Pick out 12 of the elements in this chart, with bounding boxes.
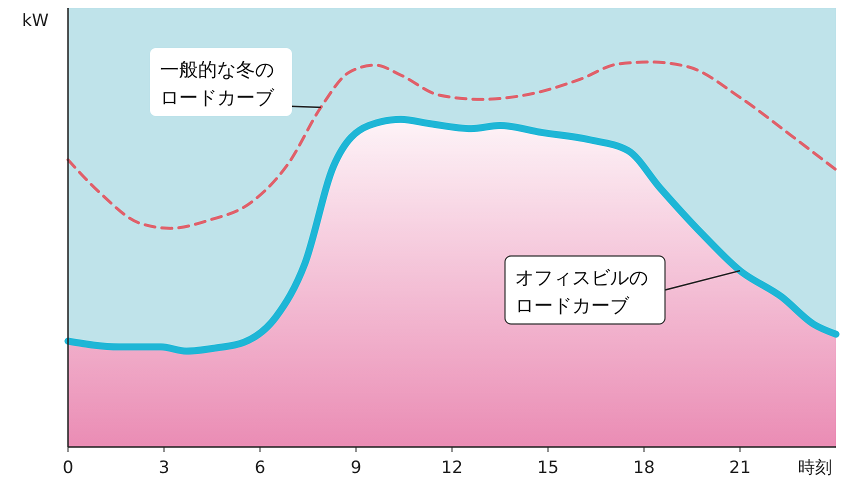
x-tick-label: 21 bbox=[729, 458, 751, 478]
x-axis-title: 時刻 bbox=[798, 458, 832, 478]
x-tick-label: 6 bbox=[254, 458, 266, 478]
x-tick-label: 0 bbox=[62, 458, 74, 478]
y-axis-title: kW bbox=[22, 11, 49, 31]
x-tick-label: 15 bbox=[537, 458, 559, 478]
x-tick-label: 3 bbox=[158, 458, 170, 478]
x-tick-label: 18 bbox=[633, 458, 655, 478]
x-tick-label: 12 bbox=[441, 458, 463, 478]
text: 一般的な冬のロードカーブ bbox=[160, 59, 275, 109]
x-tick-label: 9 bbox=[350, 458, 362, 478]
legend-label: オフィスビルのロードカーブ bbox=[515, 267, 648, 317]
